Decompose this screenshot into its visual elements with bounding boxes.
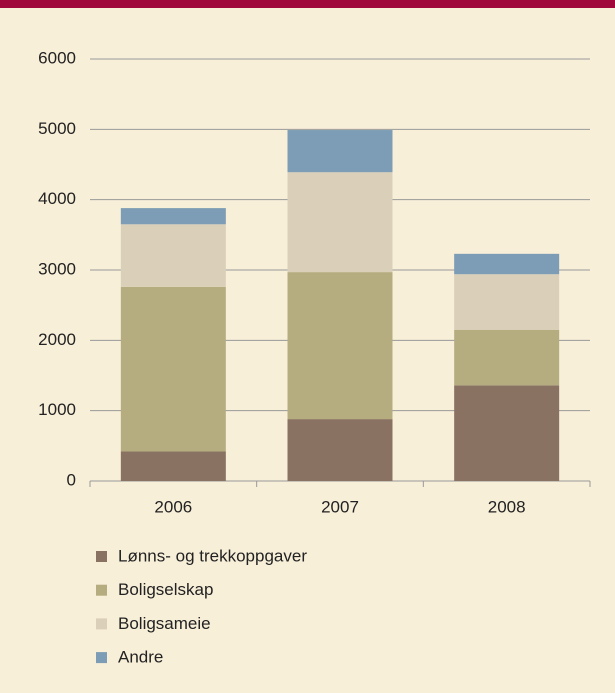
bar-segment	[454, 385, 560, 481]
legend-label: Lønns- og trekkoppgaver	[118, 546, 307, 565]
legend-label: Boligselskap	[118, 580, 213, 599]
y-tick-label: 6000	[38, 48, 76, 67]
bar-segment	[454, 253, 560, 275]
bar-segment	[287, 172, 393, 273]
top-band	[0, 0, 615, 8]
y-tick-label: 3000	[38, 259, 76, 278]
bar-segment	[120, 208, 226, 225]
bar-segment	[287, 272, 393, 420]
x-tick-label: 2007	[321, 497, 359, 516]
legend-label: Boligsameie	[118, 614, 211, 633]
legend-swatch	[96, 551, 107, 562]
bar-segment	[120, 286, 226, 452]
bar-segment	[454, 329, 560, 386]
legend-label: Andre	[118, 648, 163, 667]
x-tick-label: 2008	[488, 497, 526, 516]
legend-swatch	[96, 652, 107, 664]
y-tick-label: 4000	[38, 189, 76, 208]
y-tick-label: 1000	[38, 400, 76, 419]
y-tick-label: 5000	[38, 119, 76, 138]
bar-segment	[287, 419, 393, 481]
bar-segment	[287, 130, 393, 173]
bar-segment	[120, 224, 226, 287]
legend-swatch	[96, 584, 107, 596]
y-tick-label: 2000	[38, 330, 76, 349]
y-tick-label: 0	[67, 470, 76, 489]
bar-segment	[454, 274, 560, 330]
x-tick-label: 2006	[154, 497, 192, 516]
legend-swatch	[96, 618, 107, 630]
bar-segment	[120, 451, 226, 481]
